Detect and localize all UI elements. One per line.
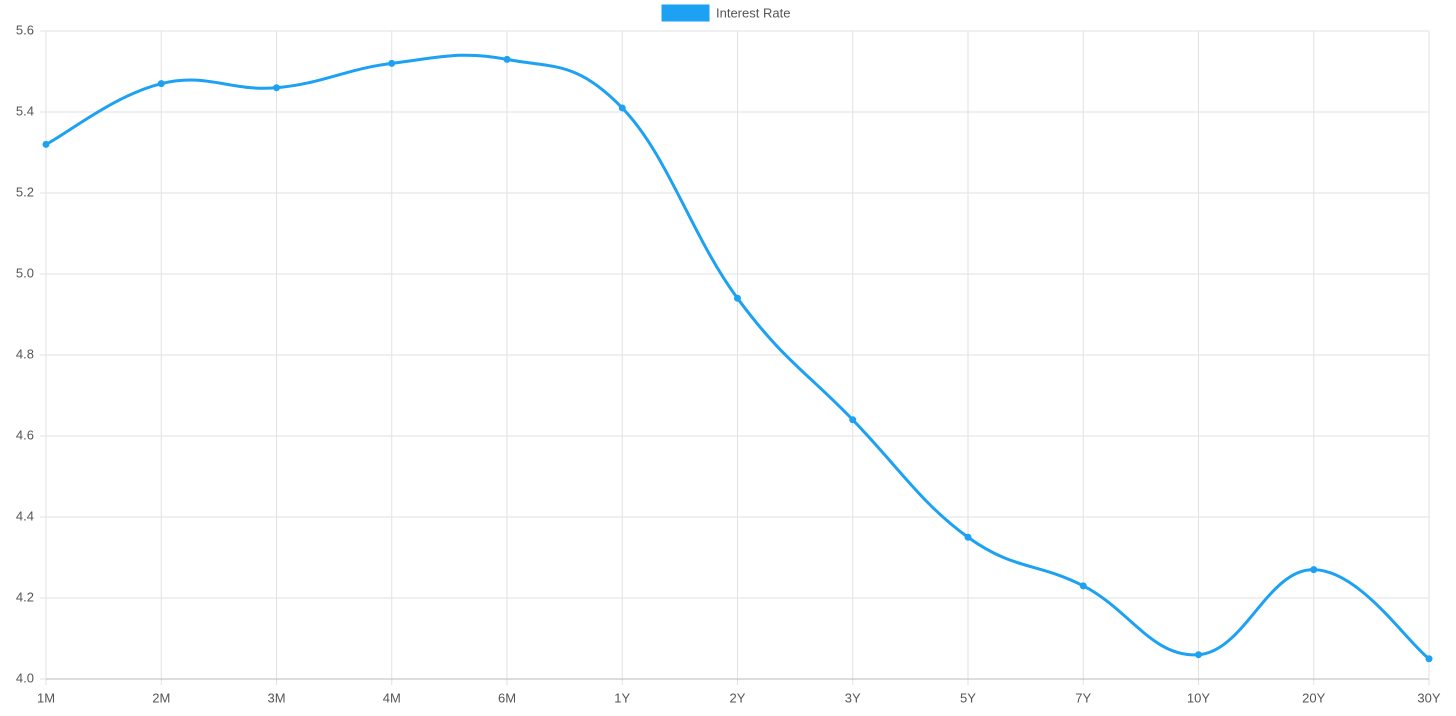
- y-tick-label: 5.4: [16, 103, 34, 118]
- legend-label: Interest Rate: [716, 5, 790, 20]
- x-tick-label: 3Y: [845, 690, 861, 705]
- y-tick-label: 5.6: [16, 22, 34, 37]
- point: [273, 84, 280, 92]
- point: [157, 80, 165, 88]
- point: [1079, 582, 1087, 590]
- x-tick-label: 1M: [37, 690, 55, 705]
- point: [849, 416, 857, 424]
- x-tick-label: 1Y: [614, 690, 630, 705]
- x-tick-label: 20Y: [1302, 690, 1325, 705]
- point: [388, 59, 396, 67]
- y-tick-label: 5.0: [16, 265, 34, 280]
- y-tick-label: 4.2: [16, 589, 34, 604]
- x-tick-label: 4M: [383, 690, 401, 705]
- y-tick-label: 4.4: [16, 508, 34, 523]
- line: [45, 53, 1430, 660]
- point: [1310, 566, 1318, 574]
- y-tick-label: 5.2: [16, 184, 34, 199]
- point: [503, 55, 511, 63]
- x-tick-label: 30Y: [1417, 690, 1440, 705]
- x-tick-label: 3M: [267, 690, 285, 705]
- x-tick-label: 2M: [152, 690, 170, 705]
- y-tick-label: 4.8: [16, 346, 34, 361]
- legend-swatch: [661, 4, 710, 22]
- x-tick-label: 2Y: [730, 690, 746, 705]
- x-tick-label: 6M: [498, 690, 516, 705]
- point: [1425, 655, 1433, 663]
- x-tick-label: 10Y: [1187, 690, 1210, 705]
- x-tick-label: 5Y: [960, 690, 976, 705]
- x-tick-label: 7Y: [1075, 690, 1091, 705]
- point: [618, 104, 626, 112]
- point: [734, 294, 741, 302]
- point: [42, 140, 50, 148]
- point: [1195, 651, 1202, 659]
- y-tick-label: 4.0: [16, 670, 34, 685]
- point: [964, 533, 972, 541]
- y-tick-label: 4.6: [16, 427, 34, 442]
